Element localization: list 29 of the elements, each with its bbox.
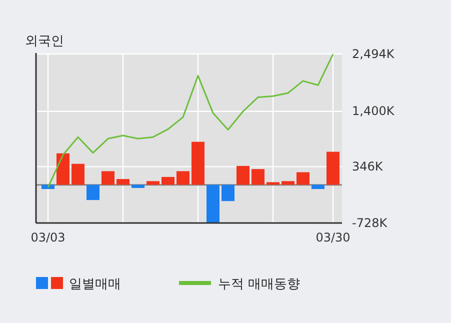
line-series xyxy=(47,53,334,188)
bar xyxy=(282,181,294,185)
bar xyxy=(132,184,144,188)
bar xyxy=(72,164,84,185)
x-tick-label: 03/30 xyxy=(316,230,350,245)
bar xyxy=(206,184,220,223)
bar xyxy=(312,184,324,190)
bar xyxy=(252,169,264,185)
x-tick-label: 03/03 xyxy=(30,230,66,245)
legend-label: 누적 매매동향 xyxy=(218,277,300,292)
bar xyxy=(102,171,114,185)
y-tick-label: 346K xyxy=(352,160,384,174)
legend-label: 일별매매 xyxy=(69,277,121,292)
bar xyxy=(116,179,130,185)
y-tick-label: 1,400K xyxy=(352,104,396,118)
bar xyxy=(192,142,204,185)
bar xyxy=(296,172,310,185)
y-tick-label: 2,494K xyxy=(352,46,396,61)
bar xyxy=(176,171,190,185)
bar xyxy=(162,176,174,185)
y-tick-label: -728K xyxy=(352,216,388,230)
bar xyxy=(326,152,340,185)
bar xyxy=(222,184,234,202)
bar xyxy=(86,184,100,200)
bar xyxy=(266,182,280,185)
bar xyxy=(236,166,250,185)
bar xyxy=(56,153,70,185)
bar xyxy=(146,181,160,185)
chart-title: 외국인 xyxy=(25,34,64,49)
